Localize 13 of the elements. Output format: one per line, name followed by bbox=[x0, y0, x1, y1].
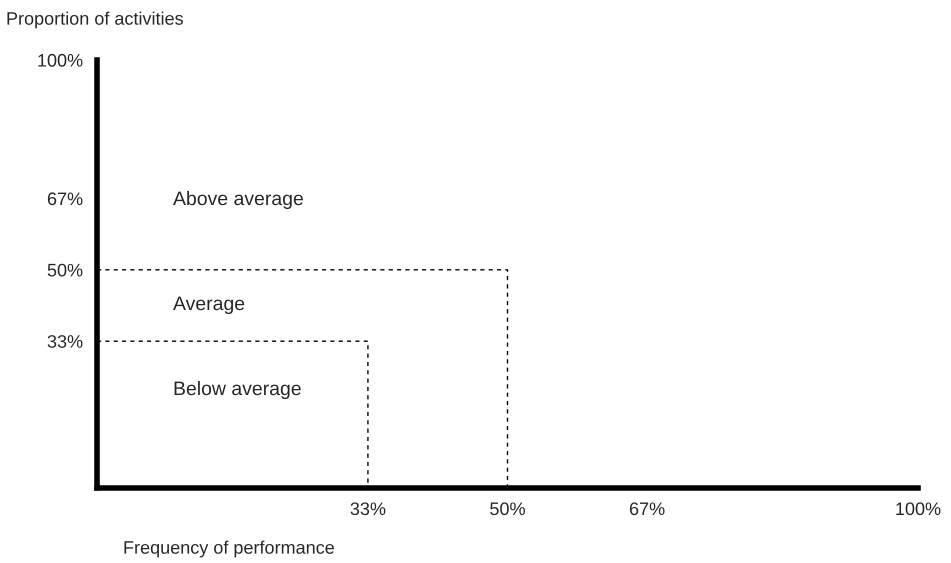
x-tick-label: 67% bbox=[630, 502, 664, 516]
x-axis-title: Frequency of performance bbox=[124, 540, 334, 558]
annotation: Average bbox=[173, 296, 244, 314]
y-tick-label: 67% bbox=[48, 192, 82, 206]
x-tick-label: 100% bbox=[896, 502, 940, 516]
y-tick-label: 33% bbox=[48, 335, 82, 348]
x-tick-label: 33% bbox=[350, 502, 386, 516]
y-axis-title: Proportion of activities bbox=[7, 12, 183, 28]
y-tick-label: 100% bbox=[38, 54, 82, 67]
annotation: Above average bbox=[173, 190, 303, 210]
annotation: Below average bbox=[174, 380, 301, 400]
y-tick-label: 50% bbox=[48, 264, 82, 277]
x-tick-label: 50% bbox=[490, 502, 525, 516]
